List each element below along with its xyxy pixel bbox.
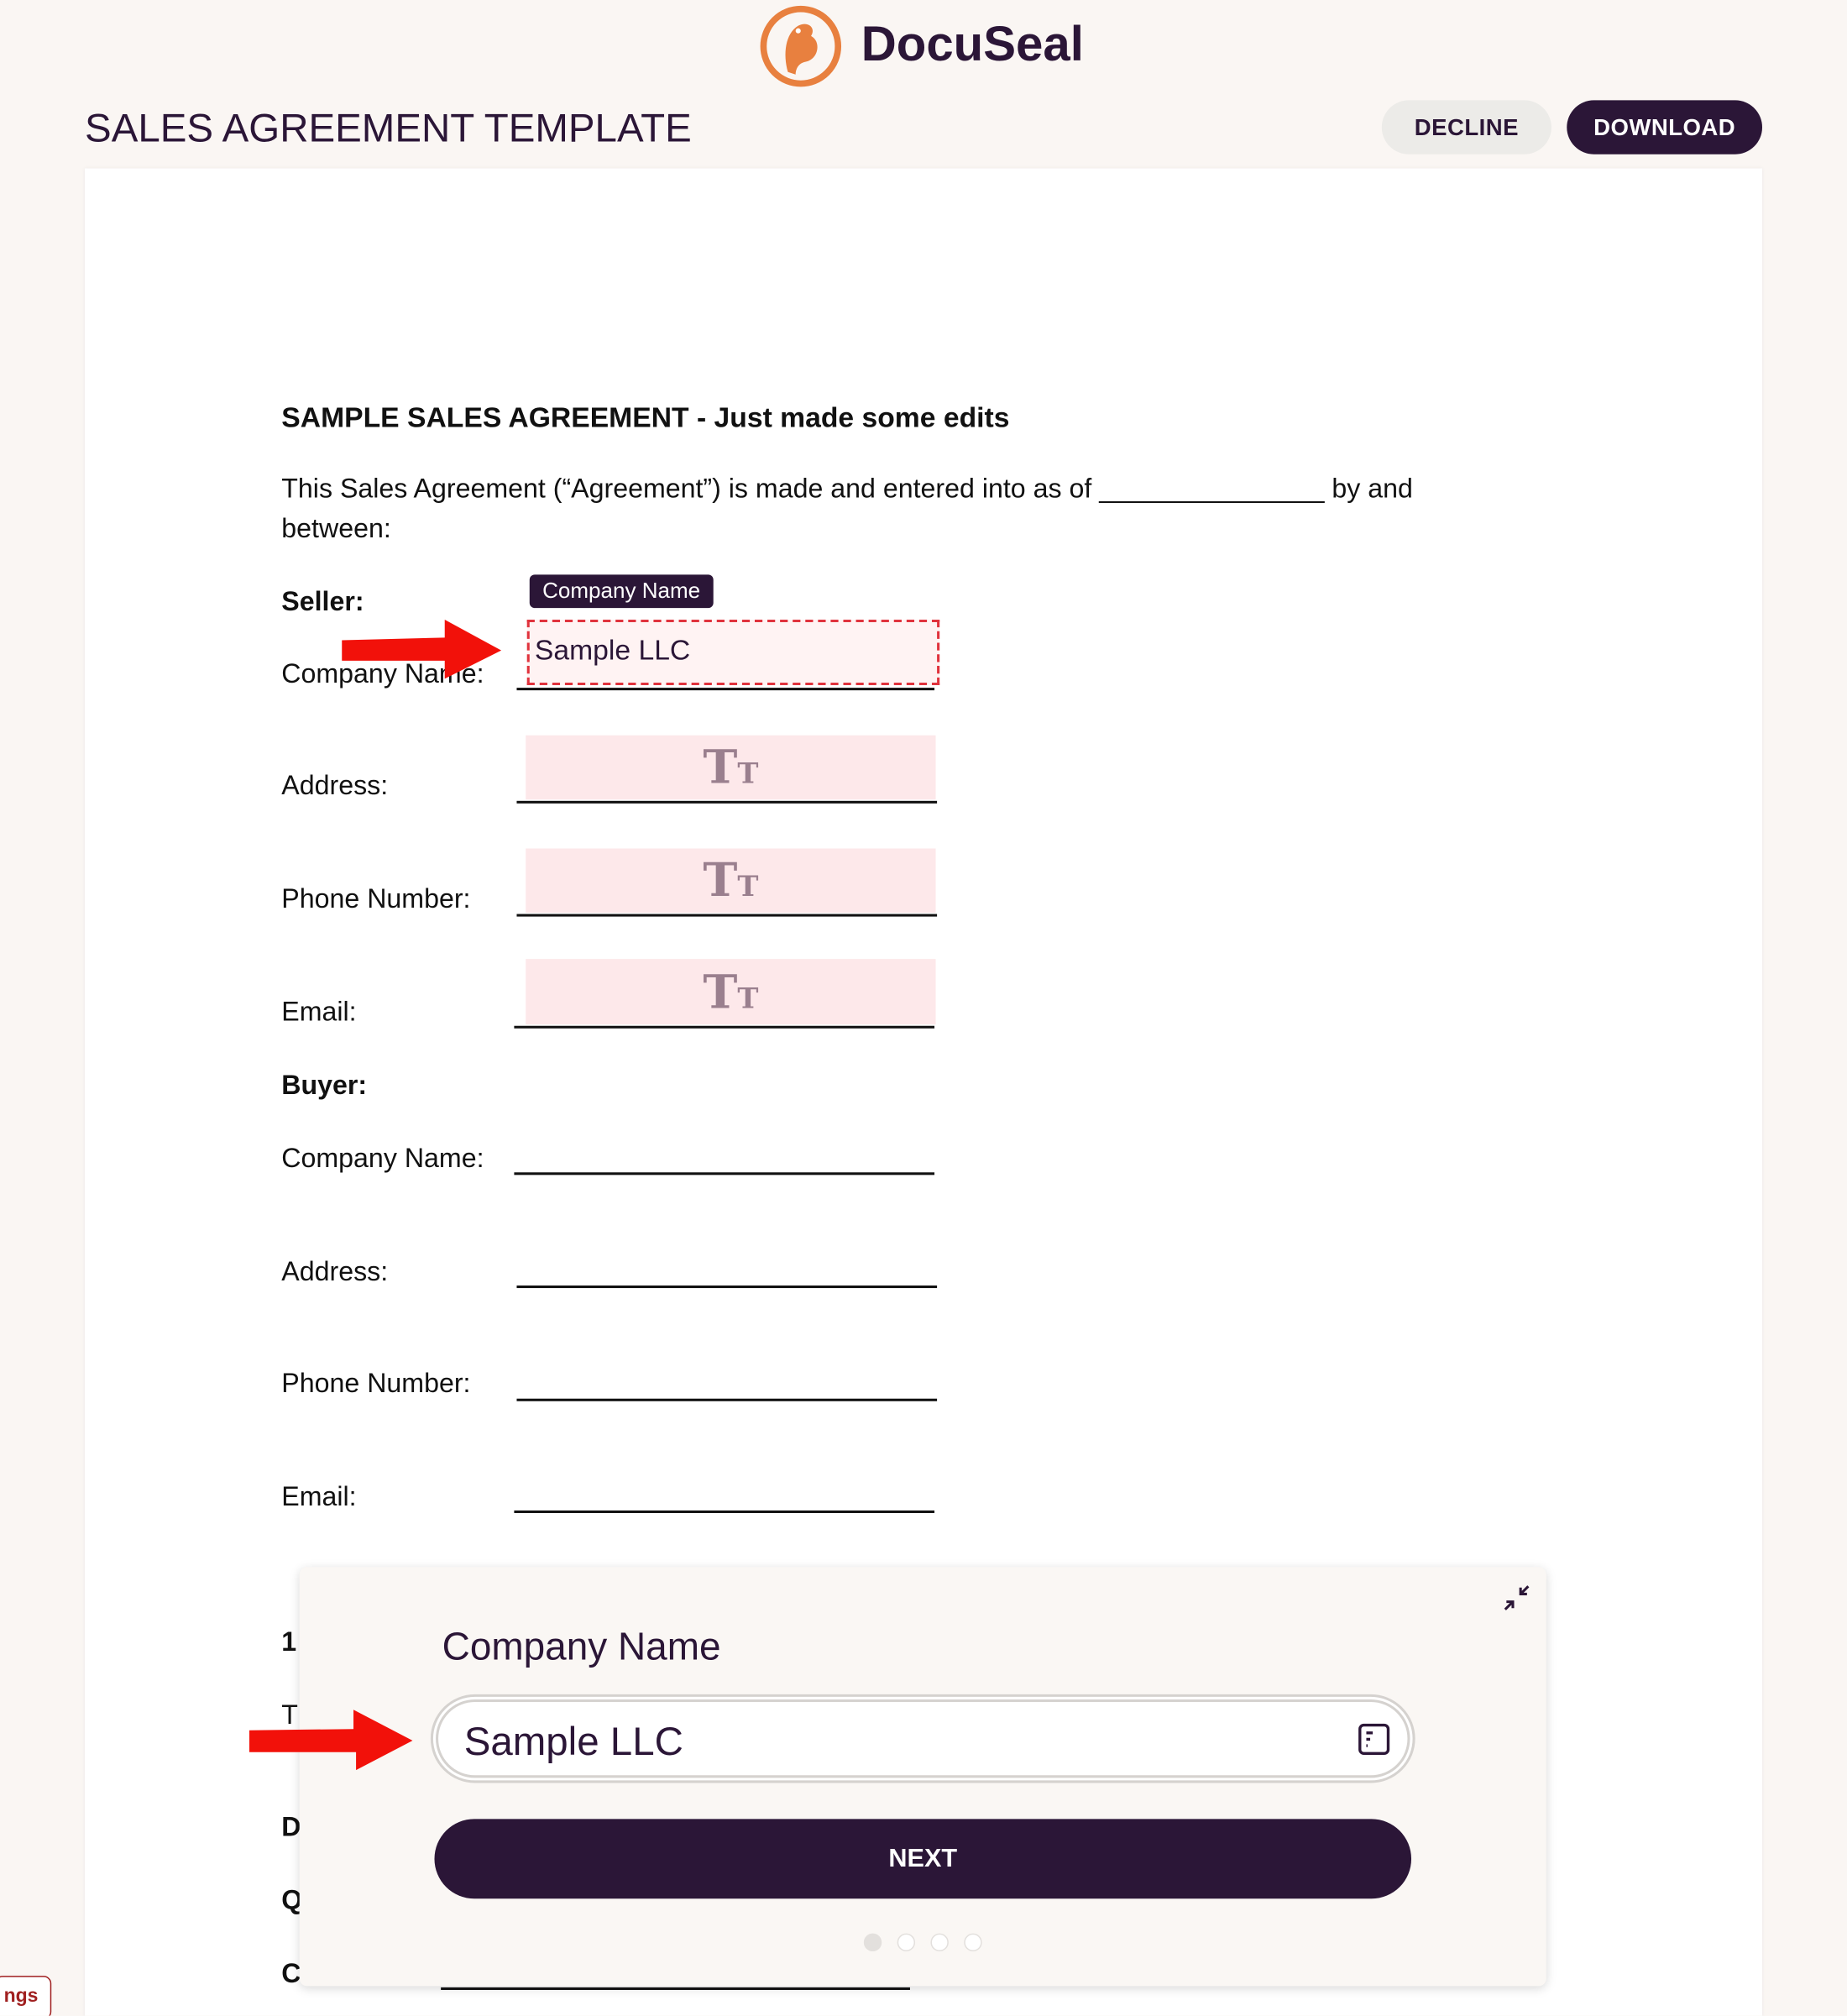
company-name-input[interactable]: Sample LLC bbox=[430, 1694, 1415, 1783]
intro-text-2: between: bbox=[281, 514, 391, 544]
step-dot[interactable] bbox=[897, 1933, 916, 1952]
settings-badge[interactable]: ngs bbox=[0, 1976, 52, 2016]
text-field-icon: TT bbox=[703, 740, 759, 795]
seller-phone-label: Phone Number: bbox=[281, 884, 471, 914]
intro-text: This Sales Agreement (“Agreement”) is ma… bbox=[281, 474, 1413, 505]
document-heading: SAMPLE SALES AGREEMENT - Just made some … bbox=[281, 401, 1010, 433]
buyer-email-label: Email: bbox=[281, 1482, 357, 1512]
step-dot-active[interactable] bbox=[863, 1933, 882, 1952]
seller-email-label: Email: bbox=[281, 998, 357, 1028]
seller-label: Seller: bbox=[281, 587, 364, 617]
download-button[interactable]: DOWNLOAD bbox=[1567, 100, 1763, 154]
field-tag: Company Name bbox=[529, 574, 714, 609]
address-field[interactable]: TT bbox=[526, 735, 936, 800]
brand-name: DocuSeal bbox=[861, 18, 1084, 72]
modal-field-label: Company Name bbox=[442, 1626, 721, 1669]
obscured-text: 1 bbox=[281, 1627, 297, 1657]
step-dot[interactable] bbox=[930, 1933, 949, 1952]
company-name-field[interactable]: Sample LLC bbox=[526, 619, 940, 686]
obscured-text: T bbox=[281, 1700, 298, 1731]
obscured-text: C bbox=[281, 1959, 301, 1989]
step-dot[interactable] bbox=[964, 1933, 982, 1952]
text-field-icon: TT bbox=[703, 965, 759, 1019]
input-value: Sample LLC bbox=[463, 1718, 683, 1764]
next-button[interactable]: NEXT bbox=[434, 1819, 1412, 1899]
buyer-label: Buyer: bbox=[281, 1071, 368, 1101]
seller-address-label: Address: bbox=[281, 771, 389, 801]
buyer-address-label: Address: bbox=[281, 1257, 389, 1287]
docuseal-logo-icon bbox=[760, 5, 842, 87]
minimize-icon[interactable] bbox=[1501, 1583, 1532, 1614]
buyer-phone-label: Phone Number: bbox=[281, 1369, 471, 1399]
email-field[interactable]: TT bbox=[526, 959, 936, 1025]
obscured-text: Q bbox=[281, 1885, 303, 1916]
red-arrow-annotation-icon bbox=[245, 1707, 415, 1778]
text-field-icon: TT bbox=[703, 853, 759, 908]
phone-field[interactable]: TT bbox=[526, 848, 936, 914]
buyer-company-label: Company Name: bbox=[281, 1144, 484, 1174]
autofill-icon[interactable] bbox=[1356, 1721, 1392, 1764]
decline-button[interactable]: DECLINE bbox=[1381, 100, 1551, 154]
obscured-text: D bbox=[281, 1812, 301, 1842]
red-arrow-annotation-icon bbox=[337, 617, 504, 688]
page-title: SALES AGREEMENT TEMPLATE bbox=[85, 105, 692, 151]
